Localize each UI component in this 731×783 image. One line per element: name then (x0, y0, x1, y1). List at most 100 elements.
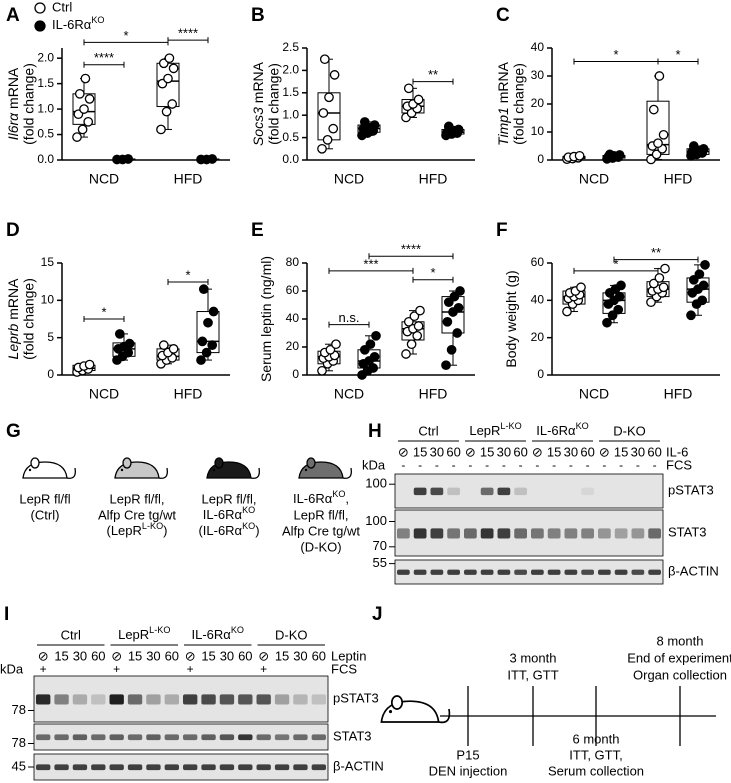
data-point (413, 321, 424, 331)
blot-band (480, 528, 494, 539)
blot-band (581, 569, 594, 575)
y-axis-title-italic: Timp1 (495, 107, 511, 146)
timeline-label: ITT, GTT (507, 667, 558, 682)
genotype-label-part: ) (163, 523, 167, 538)
panel-label: E (251, 220, 264, 241)
lane-label: 15 (128, 648, 142, 663)
timeline-label: Organ collection (633, 667, 727, 682)
blot-band (201, 694, 216, 705)
lane-label: 30 (430, 444, 444, 459)
data-point (648, 278, 659, 289)
group-label-part: LepR (469, 423, 500, 438)
lane-label: 15 (547, 444, 561, 459)
data-point (365, 339, 376, 350)
blot-band (631, 528, 645, 539)
blot-band (598, 528, 611, 539)
significance-label: **** (178, 26, 198, 41)
significance-label: * (123, 28, 128, 43)
protein-label: pSTAT3 (333, 690, 379, 705)
lane-label: 30 (73, 648, 87, 663)
y-axis-title: (fold change) (266, 63, 282, 145)
genotype-label-part: IL-6Rα (293, 491, 333, 506)
blot-band (480, 569, 494, 575)
y-axis-title: Body weight (g) (503, 270, 519, 367)
mouse-ear (122, 457, 132, 469)
mouse-ear (30, 457, 40, 469)
mouse-icon (298, 457, 352, 479)
blot-band (238, 764, 253, 771)
fcs-label: FCS (666, 457, 692, 472)
data-point (203, 317, 213, 328)
blot-band (164, 694, 179, 705)
genotype-label: (IL-6RαKO) (198, 521, 259, 538)
x-category-label: HFD (174, 171, 203, 187)
timeline-label: ITT, GTT, (569, 747, 622, 762)
data-point (207, 340, 218, 350)
blot-band (581, 487, 594, 496)
data-point (368, 363, 379, 373)
data-point (654, 71, 665, 81)
y-tick-label: 0 (537, 367, 544, 381)
group-label: Ctrl (61, 627, 81, 642)
fcs-mark: - (653, 458, 657, 472)
y-axis-title: (fold change) (21, 278, 37, 360)
legend-label: Ctrl (52, 0, 72, 14)
blot-band (648, 528, 661, 539)
y-tick-label: 5 (47, 330, 54, 344)
lane-label: 60 (513, 444, 527, 459)
data-point (318, 108, 329, 118)
group-label-part: IL-6Rα (192, 627, 232, 642)
data-point (168, 63, 179, 74)
data-point (654, 273, 665, 283)
y-tick-label: 0.0 (282, 152, 299, 166)
blot-band (447, 487, 460, 496)
blot-band (146, 694, 161, 705)
blot-band (54, 694, 69, 705)
genotype-label: Alfp Cre tg/wt (282, 523, 360, 538)
lane-label: 15 (54, 648, 68, 663)
significance-label: * (185, 267, 190, 282)
data-point (700, 260, 710, 270)
blot-band (413, 487, 427, 496)
data-point (415, 305, 425, 316)
data-point (403, 316, 414, 327)
group-label: LepRL-KO (469, 421, 521, 438)
timeline-label: 3 month (510, 650, 557, 665)
blot-band (164, 734, 179, 741)
mouse-tail (66, 467, 76, 479)
x-category-label: NCD (89, 171, 119, 187)
timeline-label: 6 month (573, 731, 620, 746)
genotype-label-sup: KO (332, 489, 345, 499)
group-label: LepRL-KO (118, 625, 170, 642)
data-point (201, 347, 212, 358)
lane-label: 15 (413, 444, 427, 459)
data-point (607, 310, 618, 321)
genotype-label-part: (IL-6Rα (198, 523, 242, 538)
y-axis-title-italic: Leprb (5, 323, 21, 359)
panel-label: B (251, 5, 265, 26)
fcs-mark: - (435, 458, 439, 472)
data-point (658, 282, 669, 293)
y-tick-label: 0.5 (37, 127, 54, 141)
group-label-sup: KO (576, 421, 589, 431)
fcs-mark: - (569, 458, 573, 472)
data-point (694, 269, 705, 280)
blot-band (146, 734, 161, 741)
legend-label: IL-6RαKO (52, 15, 104, 32)
blot-band (238, 694, 253, 705)
lane-label: ⊘ (532, 444, 543, 459)
timeline-label: End of experiment (627, 650, 731, 665)
fcs-mark: + (113, 662, 120, 676)
blot-band (274, 694, 290, 705)
lane-label: ⊘ (38, 648, 49, 663)
data-point (80, 73, 91, 84)
y-axis-title: Il6rα mRNA (5, 67, 21, 140)
lane-label: 60 (580, 444, 594, 459)
blot-band (183, 694, 198, 705)
y-tick-label: 10 (41, 293, 55, 307)
kda-marker: 100 (365, 513, 387, 528)
data-point (168, 344, 179, 354)
blot-band (614, 569, 628, 575)
group-label-sup: L-KO (500, 421, 521, 431)
